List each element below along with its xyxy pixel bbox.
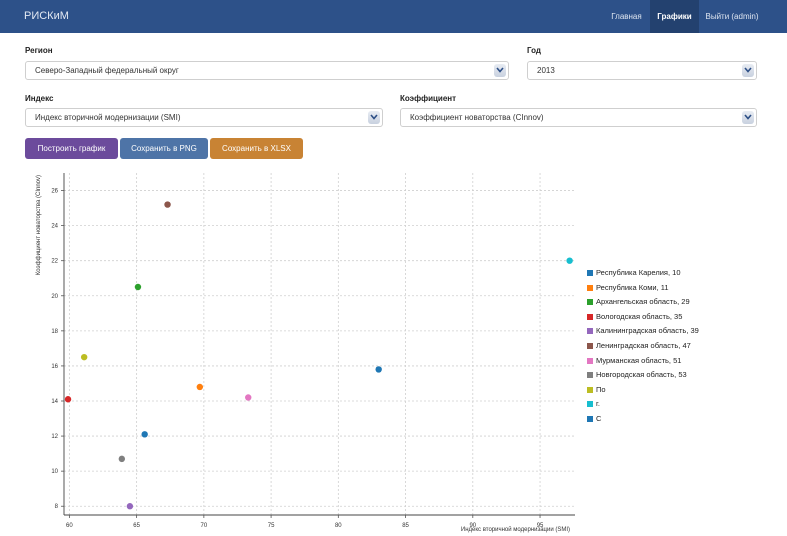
nav-charts[interactable]: Графики (650, 0, 699, 33)
legend-swatch (587, 328, 593, 335)
data-point (80, 353, 88, 361)
legend-item: Новгородская область, 53 (587, 370, 687, 384)
legend-item: Вологодская область, 35 (587, 312, 682, 326)
coefficient-select[interactable]: Коэффициент новаторства (CInnov) (400, 108, 757, 127)
legend-label: С (596, 414, 602, 424)
index-label: Индекс (25, 94, 54, 103)
x-tick-label: 65 (133, 523, 140, 529)
chart-ticks: 60 65 70 75 80 85 90 95 8 10 12 14 16 18 20 22 24 26 (51, 189, 544, 529)
nav-home[interactable]: Главная (611, 12, 642, 21)
legend-swatch (587, 357, 593, 364)
legend-label: Республика Коми, 11 (596, 282, 669, 292)
y-axis-title: Коэффициент новаторства (CInnov) (36, 175, 42, 275)
legend-swatch (587, 343, 593, 350)
chart-grid (64, 173, 575, 515)
y-tick-label: 20 (51, 294, 58, 300)
x-tick-label: 95 (537, 523, 544, 529)
chart-axes (63, 173, 575, 516)
nav-logout[interactable]: Выйти (admin) (705, 12, 759, 21)
y-tick-label: 18 (51, 329, 58, 335)
data-point (64, 396, 72, 403)
legend-swatch (587, 401, 593, 408)
y-tick-label: 26 (51, 189, 58, 195)
year-label: Год (527, 46, 541, 55)
legend-swatch (587, 386, 593, 393)
legend-label: Мурманская область, 51 (596, 355, 682, 365)
y-tick-label: 14 (51, 399, 58, 405)
region-label: Регион (25, 46, 53, 55)
x-tick-label: 80 (335, 523, 342, 529)
legend-swatch (587, 313, 593, 320)
legend-swatch (587, 372, 593, 379)
y-tick-label: 16 (51, 364, 58, 370)
data-point (196, 383, 204, 391)
legend-label: Республика Карелия, 10 (596, 268, 681, 278)
legend-item: По (587, 385, 606, 399)
legend-item: Республика Карелия, 10 (587, 268, 681, 282)
legend-swatch (587, 284, 593, 291)
data-point (141, 431, 148, 438)
chevron-down-icon (368, 111, 380, 124)
legend-label: Архангельская область, 29 (596, 297, 690, 307)
data-point (134, 283, 142, 291)
legend-item: Калининградская область, 39 (587, 326, 699, 340)
save-png-button[interactable]: Сохранить в PNG (120, 138, 208, 159)
data-point (126, 503, 134, 510)
legend-item: С (587, 414, 601, 428)
data-point (118, 455, 126, 463)
top-navbar: РИСКиМ Главная Графики Выйти (admin) (0, 0, 787, 33)
x-tick-label: 60 (66, 523, 73, 529)
scatter-chart: 60 65 70 75 80 85 90 95 8 10 12 14 16 18 20 22 24 26 Инде… (36, 173, 575, 533)
legend-label: Ленинградская область, 47 (596, 341, 691, 351)
coefficient-label: Коэффициент (400, 94, 457, 103)
y-tick-label: 10 (51, 469, 58, 475)
index-select-value: Индекс вторичной модернизации (SMI) (35, 113, 181, 122)
chevron-down-icon (742, 111, 754, 124)
chevron-down-icon (742, 64, 754, 77)
build-chart-button[interactable]: Построить график (25, 138, 118, 159)
legend-label: По (596, 384, 606, 394)
legend-label: Новгородская область, 53 (596, 370, 687, 380)
legend-item: Мурманская область, 51 (587, 356, 681, 370)
y-tick-label: 24 (51, 224, 58, 230)
y-tick-label: 12 (51, 434, 58, 440)
data-point (566, 257, 573, 264)
index-select[interactable]: Индекс вторичной модернизации (SMI) (25, 108, 383, 127)
coefficient-select-value: Коэффициент новаторства (CInnov) (410, 113, 544, 122)
data-point (164, 201, 171, 208)
chart-legend: Республика Карелия, 10 Республика Коми, 1… (587, 268, 727, 428)
y-tick-label: 22 (51, 259, 58, 265)
legend-item: Ленинградская область, 47 (587, 341, 691, 355)
year-select-value: 2013 (537, 66, 555, 75)
save-xlsx-button[interactable]: Сохранить в XLSX (210, 138, 303, 159)
x-tick-label: 75 (268, 523, 275, 529)
x-tick-label: 85 (402, 523, 409, 529)
data-point (375, 366, 382, 373)
legend-item: Республика Коми, 11 (587, 283, 669, 297)
chevron-down-icon (494, 64, 506, 77)
region-select[interactable]: Северо-Западный федеральный округ (25, 61, 509, 80)
legend-item: г. (587, 399, 600, 413)
brand-logo[interactable]: РИСКиМ (24, 10, 69, 22)
legend-swatch (587, 270, 593, 277)
y-tick-label: 8 (55, 504, 59, 510)
x-axis-title: Индекс вторичной модернизации (SMI) (461, 526, 570, 533)
x-tick-label: 70 (201, 523, 208, 529)
data-point (245, 394, 252, 401)
region-select-value: Северо-Западный федеральный округ (35, 66, 179, 75)
legend-label: Калининградская область, 39 (596, 326, 699, 336)
legend-swatch (587, 299, 593, 306)
legend-label: Вологодская область, 35 (596, 311, 683, 321)
x-tick-label: 90 (469, 523, 476, 529)
legend-swatch (587, 416, 593, 423)
legend-item: Архангельская область, 29 (587, 297, 690, 311)
year-select[interactable]: 2013 (527, 61, 757, 80)
legend-label: г. (596, 399, 600, 409)
chart-points (64, 201, 573, 510)
